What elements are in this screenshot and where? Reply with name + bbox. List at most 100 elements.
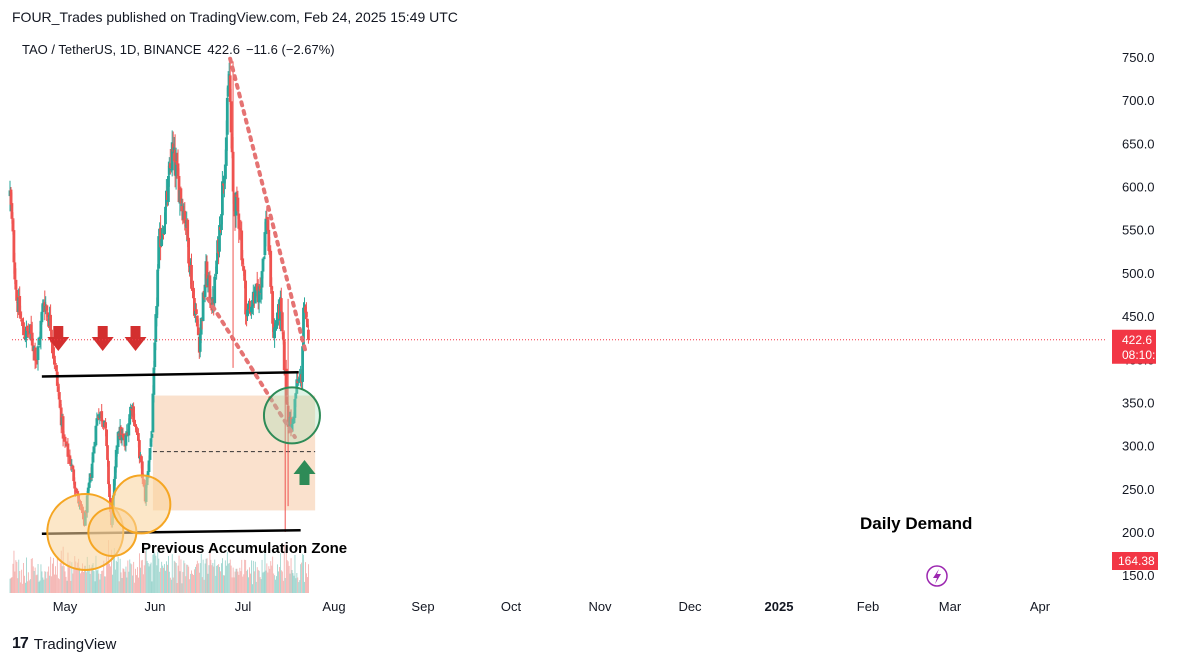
- volume-bar: [39, 580, 41, 593]
- symbol-pair[interactable]: TAO / TetherUS, 1D, BINANCE: [22, 42, 202, 57]
- candle-body: [76, 492, 79, 494]
- volume-bar: [35, 575, 37, 593]
- candle-body: [296, 380, 300, 384]
- volume-bar: [275, 579, 276, 593]
- volume-bar: [48, 566, 50, 593]
- candle-body: [112, 479, 116, 496]
- volume-bar: [165, 570, 166, 593]
- volume-bar: [140, 567, 141, 593]
- candle-body: [247, 307, 250, 309]
- volume-bar: [291, 570, 293, 593]
- candle-body: [264, 218, 268, 235]
- candle-body: [26, 325, 29, 331]
- candle-body: [90, 463, 94, 478]
- volume-bar: [25, 582, 26, 593]
- volume-bar: [211, 565, 213, 593]
- volume-bar: [210, 559, 212, 593]
- volume-bar: [233, 577, 235, 593]
- up-arrow-icon: [293, 460, 316, 485]
- candle-body: [10, 203, 14, 219]
- volume-bar: [253, 571, 255, 593]
- volume-bar: [234, 571, 236, 593]
- candle-body: [253, 286, 257, 304]
- candle-body: [56, 386, 60, 392]
- volume-bar: [109, 563, 110, 593]
- candle-body: [174, 162, 178, 177]
- volume-bars: [9, 540, 309, 593]
- candle-body: [64, 441, 68, 446]
- volume-bar: [301, 562, 303, 593]
- candle-body: [269, 250, 273, 287]
- y-axis[interactable]: 750.0700.0650.0600.0550.0500.0450.0400.0…: [1112, 50, 1169, 583]
- volume-bar: [250, 573, 251, 593]
- y-tick-label: 250.0: [1122, 482, 1155, 497]
- volume-bar: [27, 581, 28, 593]
- volume-bar: [126, 577, 128, 593]
- volume-bar: [308, 564, 309, 593]
- candle-body: [41, 303, 45, 313]
- volume-bar: [152, 554, 154, 593]
- last-price-badge: [1112, 329, 1156, 364]
- volume-bar: [230, 565, 232, 593]
- candle-body: [289, 417, 293, 431]
- volume-bar: [30, 559, 32, 593]
- candle-body: [74, 489, 78, 492]
- candle-body: [255, 283, 259, 291]
- volume-bar: [196, 564, 197, 593]
- volume-bar: [15, 560, 17, 593]
- volume-bar: [213, 566, 215, 593]
- volume-bar: [182, 571, 184, 593]
- candle-body: [27, 332, 31, 334]
- volume-bar: [187, 564, 189, 593]
- candle-body: [35, 359, 39, 362]
- volume-bar: [14, 571, 16, 593]
- candle-body: [234, 192, 238, 216]
- candle-body: [12, 230, 16, 263]
- volume-bar: [29, 579, 31, 593]
- volume-bar: [74, 556, 76, 593]
- volume-bar: [243, 574, 245, 593]
- volume-bar: [76, 567, 78, 593]
- volume-bar: [106, 556, 108, 593]
- tradingview-logo[interactable]: 17 TradingView: [12, 635, 116, 653]
- volume-bar: [162, 565, 164, 593]
- volume-bar: [101, 570, 103, 593]
- volume-bar: [280, 553, 281, 593]
- volume-bar: [163, 567, 164, 593]
- volume-bar: [56, 558, 58, 593]
- candle-body: [106, 445, 109, 460]
- volume-bar: [81, 571, 82, 593]
- volume-bar: [102, 570, 104, 593]
- volume-bar: [219, 567, 220, 593]
- volume-bar: [226, 551, 228, 593]
- volume-bar: [244, 559, 246, 593]
- volume-bar: [166, 561, 167, 593]
- volume-bar: [130, 563, 132, 593]
- volume-bar: [154, 553, 156, 593]
- candle-body: [238, 228, 242, 230]
- volume-bar: [176, 583, 178, 593]
- volume-bar: [55, 566, 56, 593]
- volume-bar: [204, 563, 206, 593]
- volume-bar: [254, 561, 256, 593]
- volume-bar: [98, 573, 100, 593]
- volume-bar: [305, 562, 306, 593]
- volume-bar: [189, 579, 191, 593]
- x-axis[interactable]: May Jun Jul Aug Sep Oct Nov Dec 2025 Feb Mar Apr: [53, 599, 1051, 614]
- volume-bar: [100, 574, 102, 593]
- volume-bar: [225, 565, 227, 593]
- candle-body: [134, 425, 137, 427]
- candle-body: [224, 137, 228, 166]
- volume-bar: [240, 571, 242, 593]
- volume-bar: [256, 567, 258, 593]
- volume-bar: [195, 566, 196, 593]
- volume-bar: [245, 560, 247, 593]
- volume-bar: [51, 576, 52, 593]
- volume-bar: [220, 571, 221, 593]
- volume-bar: [108, 540, 109, 593]
- candle-body: [250, 306, 253, 313]
- volume-bar: [104, 576, 106, 593]
- candle-body: [101, 421, 105, 423]
- candle-body: [291, 419, 295, 424]
